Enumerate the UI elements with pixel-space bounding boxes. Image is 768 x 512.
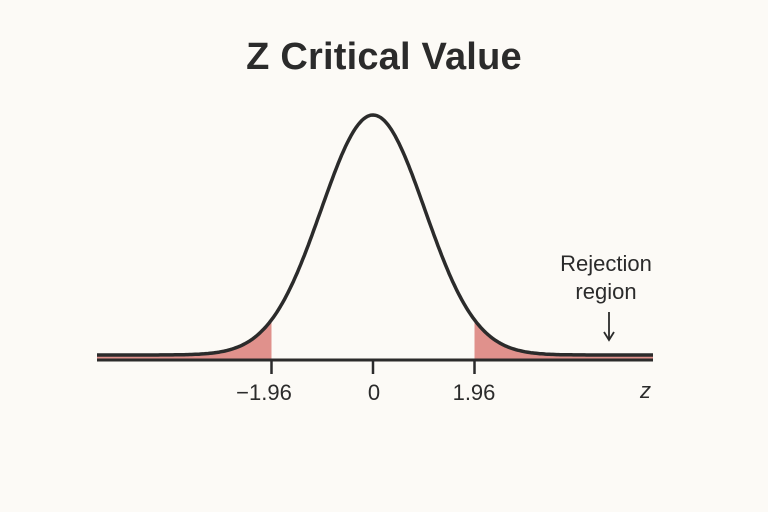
annotation-line-1: Rejection [560,251,652,276]
axis-variable-label: z [640,378,651,403]
rejection-region-annotation: Rejection region [545,250,667,306]
normal-curve [97,113,653,357]
axis-ticks [270,360,476,374]
down-arrow-icon [603,312,615,342]
chart-title: Z Critical Value [246,36,522,78]
annotation-line-2: region [575,279,637,304]
tick-label-1-96: 1.96 [452,380,496,405]
tick-label-0: 0 [367,380,381,405]
tick-label-neg-1-96: −1.96 [236,380,292,405]
